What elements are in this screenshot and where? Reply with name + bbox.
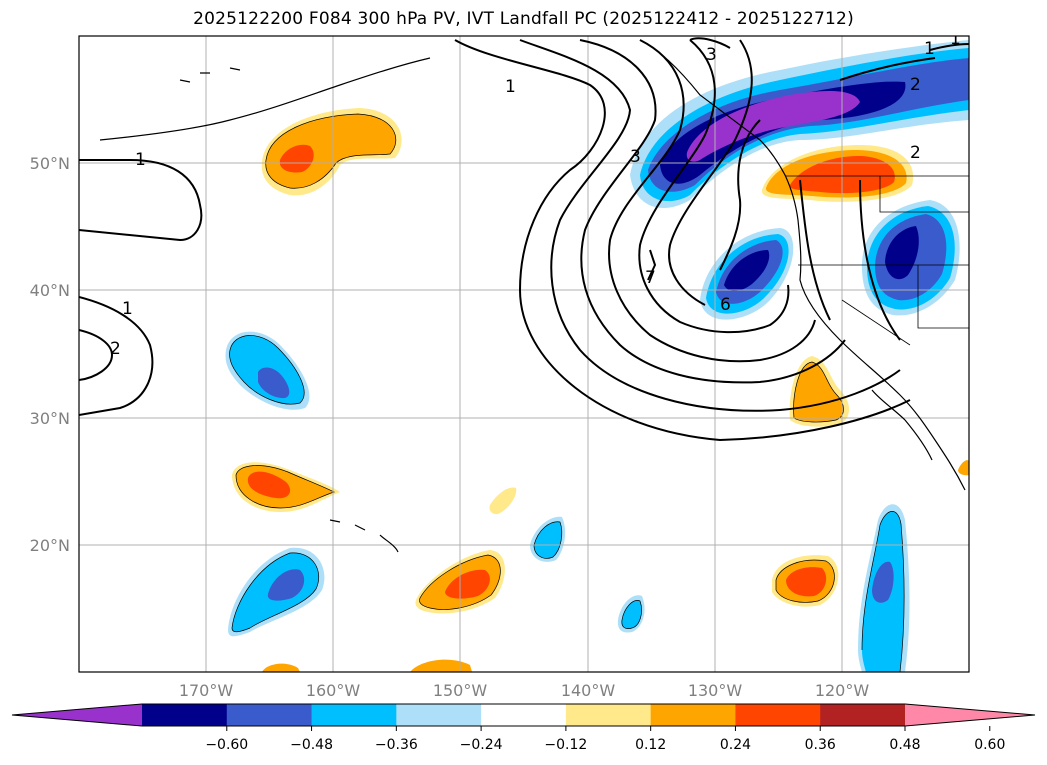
lat-label-20: 20°N [30, 536, 70, 555]
lat-labels: 50°N 40°N 30°N 20°N [30, 154, 70, 555]
lat-label-40: 40°N [30, 281, 70, 300]
colorbar-tick-label: −0.36 [375, 737, 418, 753]
colorbar-tick-label: 0.12 [635, 737, 666, 753]
contour-label: 6 [720, 295, 731, 315]
colorbar [11, 703, 1036, 731]
colorbar-bin [396, 704, 482, 726]
negative-anomaly-ne-5 [686, 90, 860, 162]
lon-label-140w: 140°W [561, 681, 616, 700]
colorbar-bin [650, 704, 736, 726]
map-title: 2025122200 F084 300 hPa PV, IVT Landfall… [193, 9, 854, 29]
colorbar-outline [11, 703, 1036, 727]
colorbar-bin [481, 704, 567, 726]
colorbar-bin [311, 704, 397, 726]
contour-labels: 1 1 1 2 3 3 1 2 2 6 7 1 [110, 29, 961, 359]
colorbar-bin [820, 704, 906, 726]
colorbar-tick-label: 0.48 [889, 737, 920, 753]
contour-label: 1 [135, 150, 146, 170]
colorbar-bin [565, 704, 652, 726]
colorbar-tick-label: 0.60 [974, 737, 1005, 753]
map-frame [78, 35, 970, 673]
contour-label: 7 [645, 268, 656, 288]
colorbar-tick-label: −0.60 [205, 737, 248, 753]
colorbar-bin [226, 704, 313, 726]
lon-label-150w: 150°W [433, 681, 488, 700]
lon-label-170w: 170°W [179, 681, 234, 700]
colorbar-tick-label: −0.12 [544, 737, 587, 753]
lat-label-50: 50°N [30, 154, 70, 173]
contour-label: 3 [630, 147, 641, 167]
graticule [79, 36, 969, 672]
contour-label: 1 [505, 77, 516, 97]
colorbar-extend-max [905, 704, 1035, 726]
colorbar-extend-min [12, 704, 142, 726]
pv-contours [79, 37, 969, 442]
lon-label-160w: 160°W [306, 681, 361, 700]
contour-label: 1 [950, 29, 961, 49]
contour-label: 3 [706, 45, 717, 65]
colorbar-tick-label: −0.24 [460, 737, 503, 753]
colorbar-bin [142, 704, 228, 726]
contour-label: 2 [910, 75, 921, 95]
colorbar-tick-label: −0.48 [290, 737, 333, 753]
contour-label: 2 [110, 339, 121, 359]
contour-label: 1 [924, 39, 935, 59]
contour-label: 2 [910, 143, 921, 163]
lat-label-30: 30°N [30, 409, 70, 428]
colorbar-bin [735, 704, 821, 726]
lon-label-120w: 120°W [815, 681, 870, 700]
lon-label-130w: 130°W [688, 681, 743, 700]
anomaly-outlines [229, 113, 905, 672]
colorbar-tick-label: 0.24 [720, 737, 751, 753]
coastlines [99, 39, 966, 553]
colorbar-tick-labels: −0.60 −0.48 −0.36 −0.24 −0.12 0.12 0.24 0.36 0.4… [205, 737, 1005, 753]
colorbar-tick-label: 0.36 [805, 737, 836, 753]
lon-labels: 170°W 160°W 150°W 140°W 130°W 120°W [179, 681, 870, 700]
contour-label: 1 [122, 299, 133, 319]
borders [785, 175, 969, 346]
